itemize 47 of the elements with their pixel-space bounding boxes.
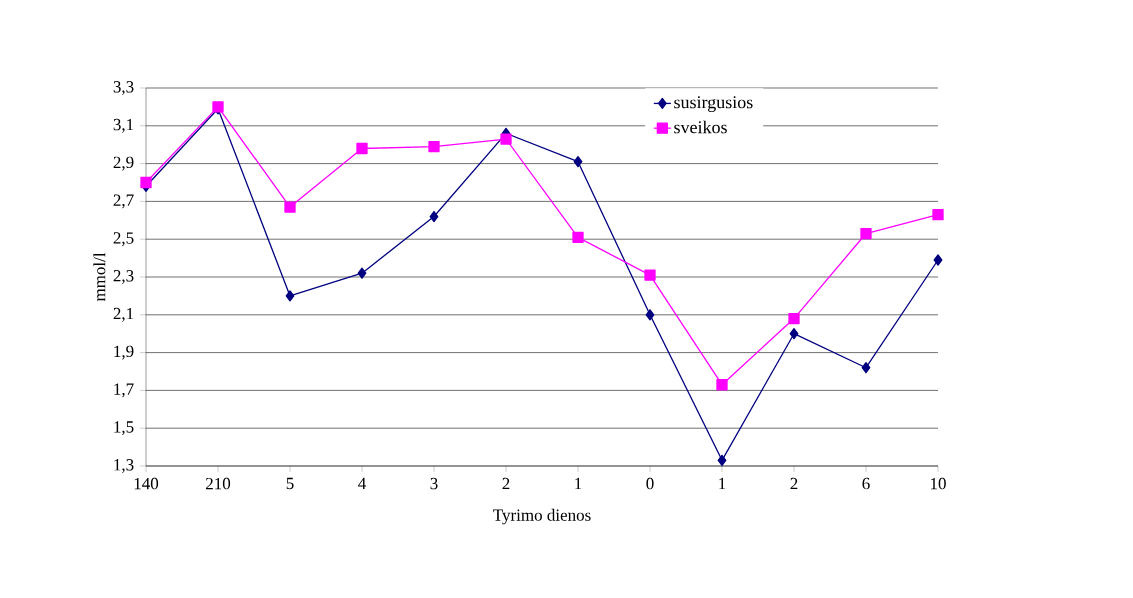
y-tick-label: 1,9	[114, 345, 134, 360]
y-tick-label: 3,3	[113, 81, 134, 95]
point	[789, 328, 799, 340]
y-tick-label: 1,7	[114, 383, 134, 398]
x-tick-label: 4	[358, 477, 366, 490]
point	[284, 201, 296, 213]
legend-label: susirgusios	[674, 96, 753, 113]
y-tick-label: 3,1	[113, 118, 134, 133]
point	[716, 379, 728, 391]
point	[644, 269, 656, 281]
point	[645, 309, 655, 321]
point	[573, 156, 583, 168]
x-tick-label: 6	[862, 477, 870, 490]
y-tick-label: 2,3	[113, 270, 134, 284]
point	[860, 227, 872, 240]
point	[500, 133, 512, 145]
legend-label: sveikos	[674, 120, 727, 134]
y-axis-title: mmol/l	[93, 252, 106, 302]
y-tick-label: 2,9	[113, 156, 134, 171]
point	[285, 290, 295, 302]
point	[572, 231, 584, 243]
y-tick-label: 1,5	[114, 421, 134, 436]
x-tick-label: 10	[931, 477, 946, 490]
x-axis-title: Tyrimo dienos	[493, 508, 591, 525]
y-tick-label: 2,7	[113, 194, 134, 209]
x-tick-label: 2	[502, 477, 510, 490]
point	[356, 142, 368, 155]
point	[788, 312, 800, 325]
x-tick-label: 210	[206, 477, 231, 490]
y-tick-label: 2,1	[113, 307, 134, 322]
point	[140, 176, 152, 189]
y-tick-label: 1,3	[114, 459, 134, 473]
point	[717, 454, 727, 466]
x-tick-label: 1	[575, 477, 582, 490]
x-tick-label: 5	[286, 477, 294, 490]
x-tick-label: 2	[790, 477, 798, 490]
x-tick-label: 3	[430, 477, 438, 490]
y-tick-label: 2,5	[113, 232, 134, 247]
point	[357, 267, 367, 279]
point	[933, 254, 943, 266]
x-tick-label: 140	[134, 477, 159, 490]
point	[429, 210, 439, 223]
point	[428, 140, 440, 153]
point	[932, 208, 944, 221]
x-tick-label: 0	[646, 477, 654, 490]
x-tick-label: 1	[719, 477, 726, 490]
point	[861, 362, 871, 374]
